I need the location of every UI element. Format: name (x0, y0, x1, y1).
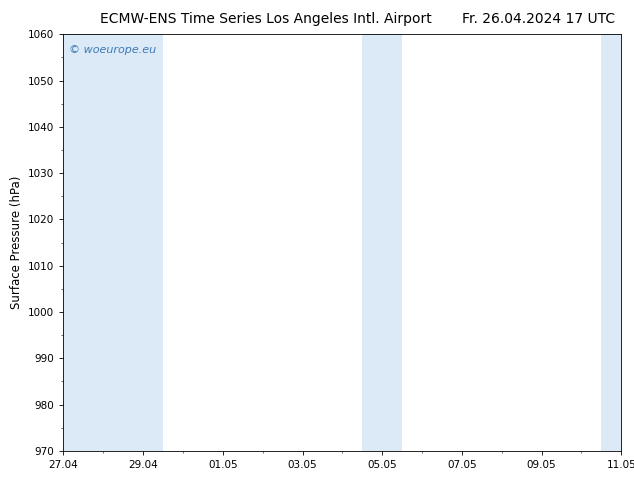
Bar (602, 34, 621, 451)
Text: © woeurope.eu: © woeurope.eu (69, 45, 156, 55)
Text: Fr. 26.04.2024 17 UTC: Fr. 26.04.2024 17 UTC (462, 12, 615, 26)
Text: ECMW-ENS Time Series Los Angeles Intl. Airport: ECMW-ENS Time Series Los Angeles Intl. A… (100, 12, 432, 26)
Bar (123, 34, 163, 451)
Y-axis label: Surface Pressure (hPa): Surface Pressure (hPa) (10, 176, 23, 309)
Bar (63, 34, 123, 451)
Bar (362, 34, 402, 451)
